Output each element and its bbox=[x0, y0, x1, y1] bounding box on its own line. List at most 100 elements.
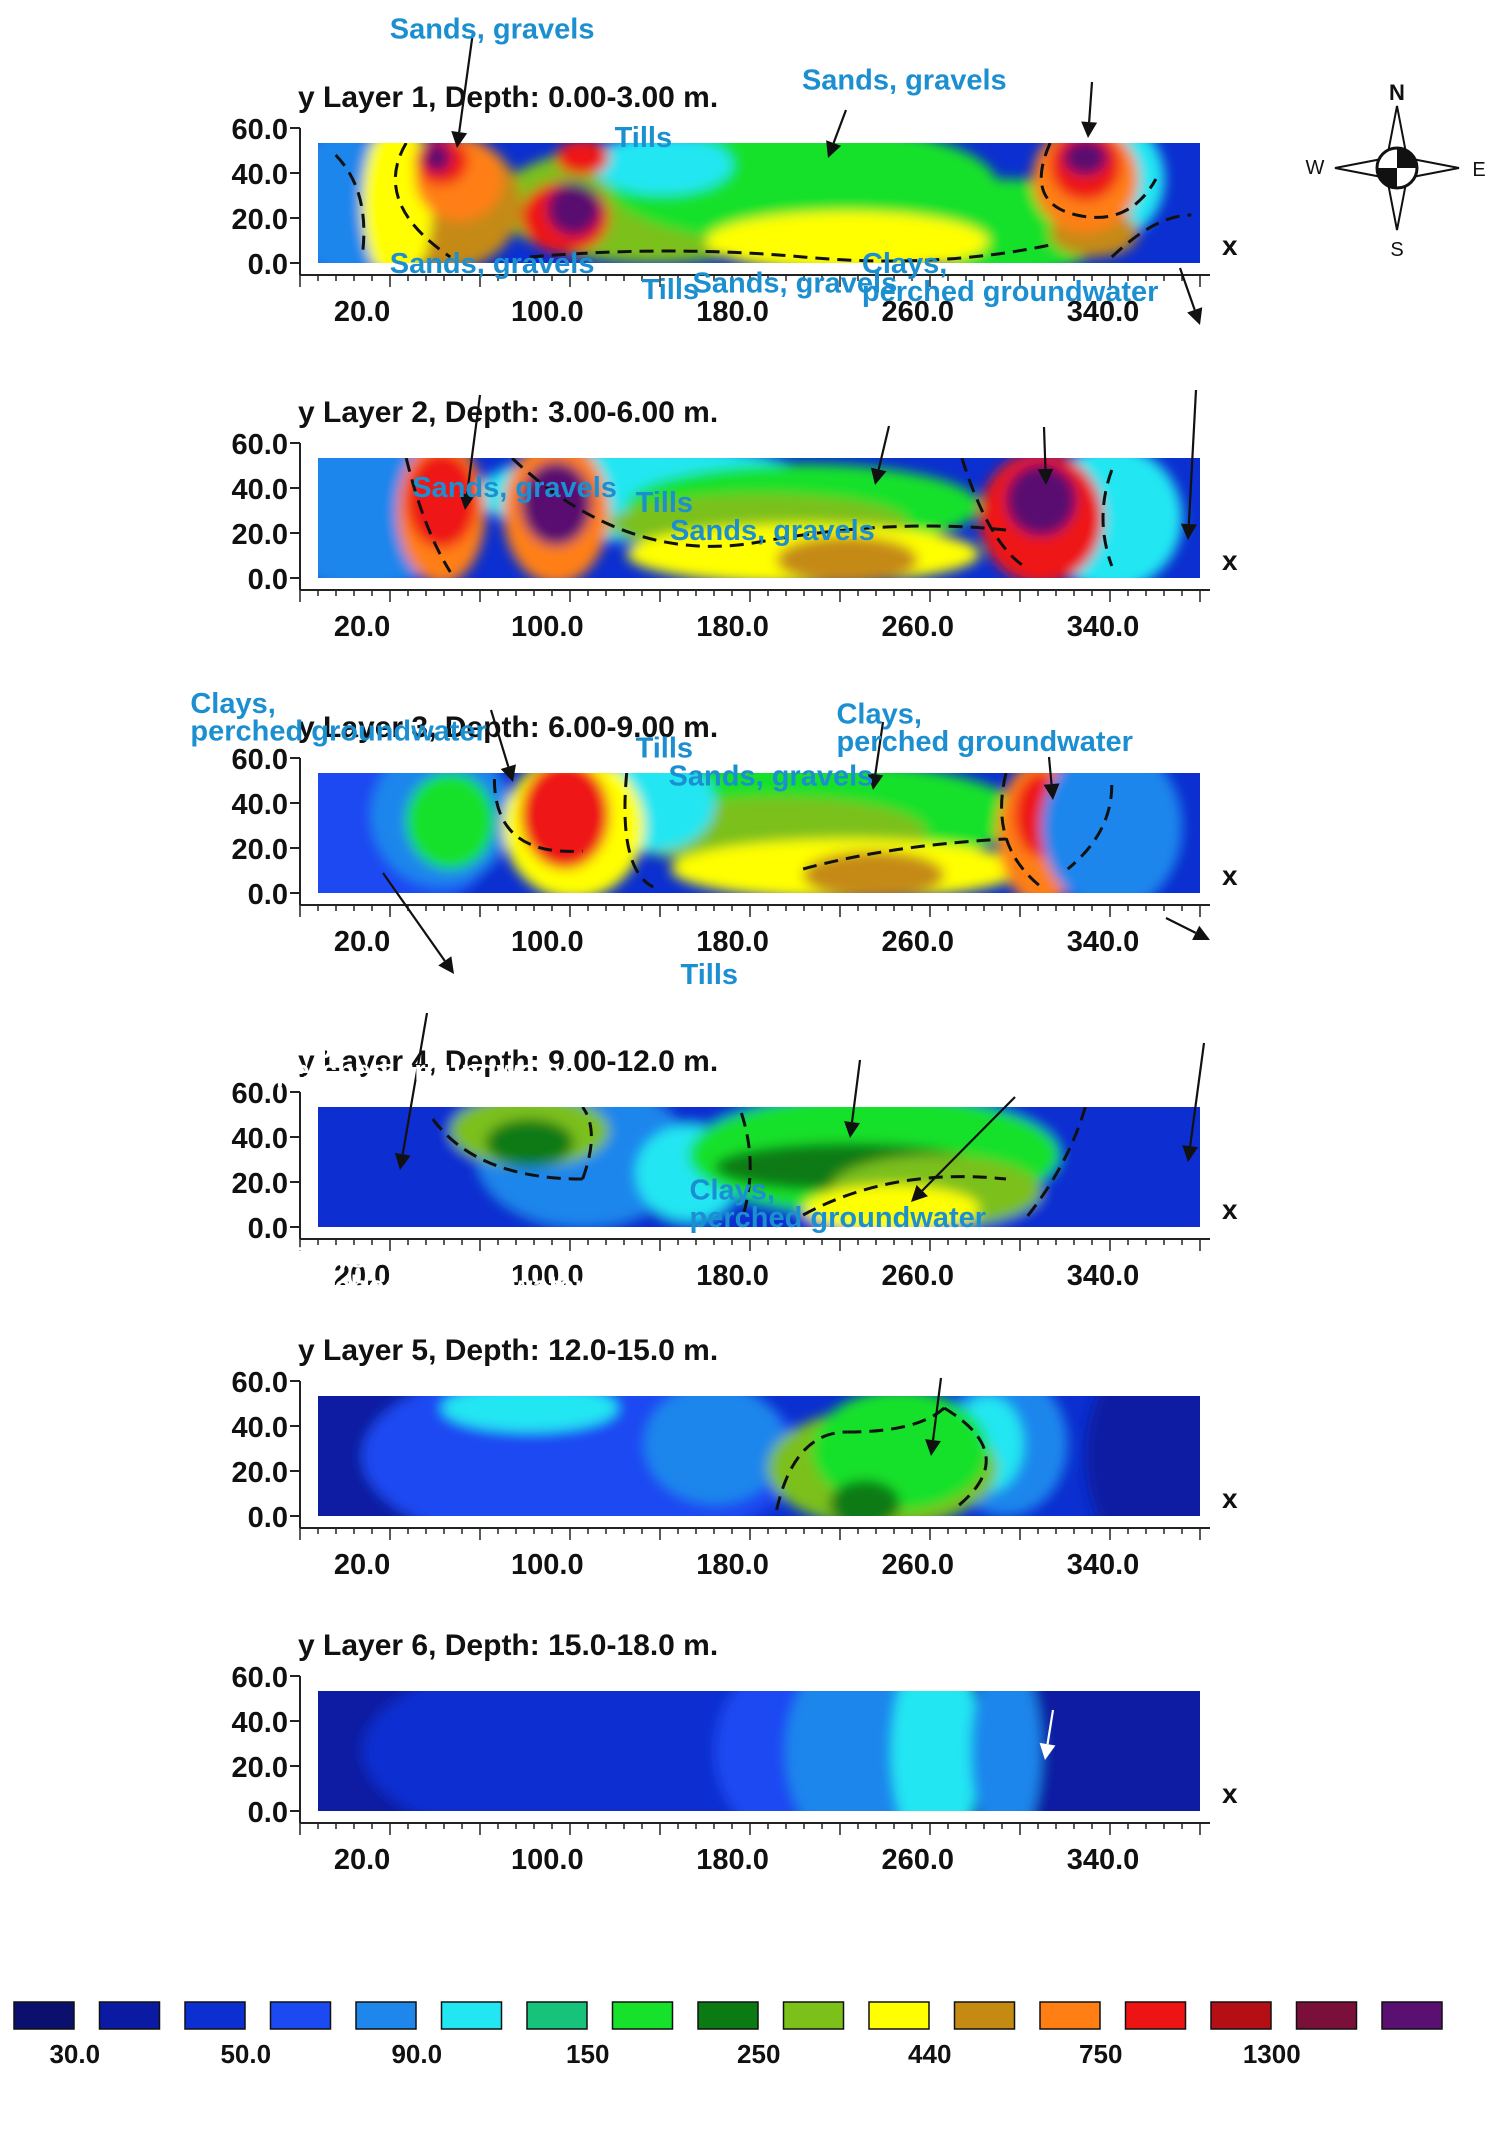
pointer-arrow-head bbox=[911, 1185, 928, 1202]
zone-boundary bbox=[393, 143, 452, 259]
layer-title: y Layer 5, Depth: 12.0-15.0 m. bbox=[298, 1334, 718, 1367]
y-tick-label: 40.0 bbox=[232, 1707, 288, 1739]
annotation-label: perched groundwater bbox=[862, 276, 1159, 308]
resistivity-zone bbox=[406, 773, 495, 869]
x-tick-label: 180.0 bbox=[696, 926, 769, 958]
legend-tick-label: 750 bbox=[1079, 2039, 1122, 2069]
heatmap-cells bbox=[318, 1396, 1200, 1516]
zone-boundary bbox=[510, 458, 1007, 548]
pointer-arrow-head bbox=[1081, 121, 1098, 138]
x-tick-label: 100.0 bbox=[511, 1260, 584, 1292]
annotation-label: Clays, bbox=[289, 1243, 374, 1275]
x-axis-label: x bbox=[1222, 1778, 1238, 1809]
zone-boundary bbox=[802, 837, 1007, 871]
x-tick-label: 260.0 bbox=[881, 1549, 954, 1581]
zone-boundary bbox=[492, 778, 583, 853]
zone-boundary bbox=[1066, 784, 1114, 871]
pointer-arrow bbox=[382, 872, 446, 962]
zone-boundary bbox=[802, 1175, 1007, 1217]
resistivity-zone bbox=[485, 1119, 574, 1167]
zone-boundary bbox=[431, 1118, 583, 1181]
resistivity-zone bbox=[776, 536, 918, 578]
pointer-arrow-head bbox=[1043, 783, 1060, 800]
legend-swatch bbox=[184, 2001, 246, 2030]
x-tick-label: 180.0 bbox=[696, 1844, 769, 1876]
pointer-arrow-head bbox=[870, 467, 887, 485]
pointer-arrow bbox=[458, 31, 475, 133]
x-tick-label: 180.0 bbox=[696, 296, 769, 328]
legend-tick-label: 1300 bbox=[1243, 2039, 1301, 2069]
legend-swatch bbox=[13, 2001, 75, 2030]
legend-tick-label: 90.0 bbox=[391, 2039, 442, 2069]
x-tick-label: 100.0 bbox=[511, 611, 584, 643]
pointer-arrow bbox=[874, 721, 885, 775]
legend-swatch bbox=[1295, 2001, 1358, 2030]
pointer-arrow bbox=[1046, 1709, 1055, 1745]
color-legend: 30.0 50.0 90.0 150 250 440 750 1300 bbox=[13, 2001, 1443, 2069]
legend-tick-label: 30.0 bbox=[49, 2039, 100, 2069]
annotation-label: perched groundwater bbox=[289, 1270, 586, 1302]
legend-tick-label: 250 bbox=[737, 2039, 780, 2069]
legend-swatch bbox=[697, 2001, 759, 2030]
y-tick-label: 20.0 bbox=[232, 519, 288, 551]
x-tick-label: 340.0 bbox=[1067, 1260, 1140, 1292]
legend-swatch bbox=[953, 2001, 1016, 2030]
pointer-arrow bbox=[465, 394, 482, 495]
y-tick-label: 40.0 bbox=[232, 474, 288, 506]
y-tick-label: 20.0 bbox=[232, 204, 288, 236]
pointer-arrow bbox=[489, 709, 510, 768]
legend-swatch bbox=[1210, 2001, 1272, 2030]
annotation-label: Sands, gravels bbox=[802, 65, 1007, 97]
annotation-label: Sands, gravels bbox=[693, 267, 898, 299]
y-tick-label: 40.0 bbox=[232, 789, 288, 821]
x-axis-label: x bbox=[1222, 1483, 1238, 1514]
layer-title: y Layer 6, Depth: 15.0-18.0 m. bbox=[298, 1629, 718, 1662]
zone-boundary bbox=[1039, 143, 1158, 219]
layer-title: y Layer 2, Depth: 3.00-6.00 m. bbox=[298, 396, 718, 429]
x-tick-label: 20.0 bbox=[334, 296, 390, 328]
pointer-arrow-head bbox=[1180, 523, 1197, 540]
resistivity-zone bbox=[970, 1691, 1042, 1811]
y-tick-label: 20.0 bbox=[232, 1457, 288, 1489]
layer-title: y Layer 4, Depth: 9.00-12.0 m. bbox=[298, 1045, 718, 1078]
heatmap-cells bbox=[318, 773, 1183, 893]
y-tick-label: 60.0 bbox=[232, 1662, 288, 1694]
pointer-arrow-head bbox=[867, 773, 884, 790]
layer-panel-6: y Layer 6, Depth: 15.0-18.0 m. 60.0 40.0 20… bbox=[232, 1629, 1238, 1876]
layer-panel-5: y Layer 5, Depth: 12.0-15.0 m. 60.0 40.0 20… bbox=[232, 1334, 1238, 1581]
resistivity-zone bbox=[829, 1480, 901, 1516]
y-tick-label: 40.0 bbox=[232, 159, 288, 191]
annotation-label: Sands, gravels bbox=[412, 472, 617, 504]
pointer-arrow bbox=[1189, 1042, 1206, 1147]
x-tick-label: 340.0 bbox=[1067, 1844, 1140, 1876]
legend-swatch bbox=[526, 2001, 588, 2030]
compass-quadrant bbox=[1377, 168, 1397, 188]
annotation-label: Tills bbox=[681, 959, 739, 991]
y-tick-label: 60.0 bbox=[232, 114, 288, 146]
x-tick-label: 20.0 bbox=[334, 1844, 390, 1876]
zone-boundary bbox=[1110, 213, 1192, 259]
y-tick-label: 60.0 bbox=[232, 744, 288, 776]
zone-boundary bbox=[739, 1112, 752, 1222]
layer-panel-4: y Layer 4, Depth: 9.00-12.0 m. 60.0 40.0 20… bbox=[232, 1045, 1238, 1292]
y-tick-label: 60.0 bbox=[232, 429, 288, 461]
y-tick-label: 0.0 bbox=[248, 249, 288, 281]
layer-title: y Layer 1, Depth: 0.00-3.00 m. bbox=[298, 81, 718, 114]
compass-s-label: S bbox=[1390, 239, 1403, 261]
zone-boundary bbox=[943, 1406, 988, 1512]
y-tick-label: 60.0 bbox=[232, 1367, 288, 1399]
heatmap-cells bbox=[318, 143, 1165, 263]
compass-e-label: E bbox=[1472, 159, 1485, 181]
pointer-arrow-head bbox=[1039, 1742, 1056, 1760]
annotation-label: Tills bbox=[615, 122, 673, 154]
resistivity-zone bbox=[1005, 464, 1077, 536]
annotation-label: Clays, bbox=[190, 688, 275, 720]
x-tick-label: 180.0 bbox=[696, 611, 769, 643]
annotation-label: Tills bbox=[636, 487, 694, 519]
resistivity-zone bbox=[406, 458, 477, 548]
zone-boundary bbox=[847, 1406, 946, 1434]
x-tick-label: 260.0 bbox=[881, 1260, 954, 1292]
pointer-arrow bbox=[921, 1096, 1016, 1192]
pointer-arrow bbox=[850, 1059, 862, 1123]
